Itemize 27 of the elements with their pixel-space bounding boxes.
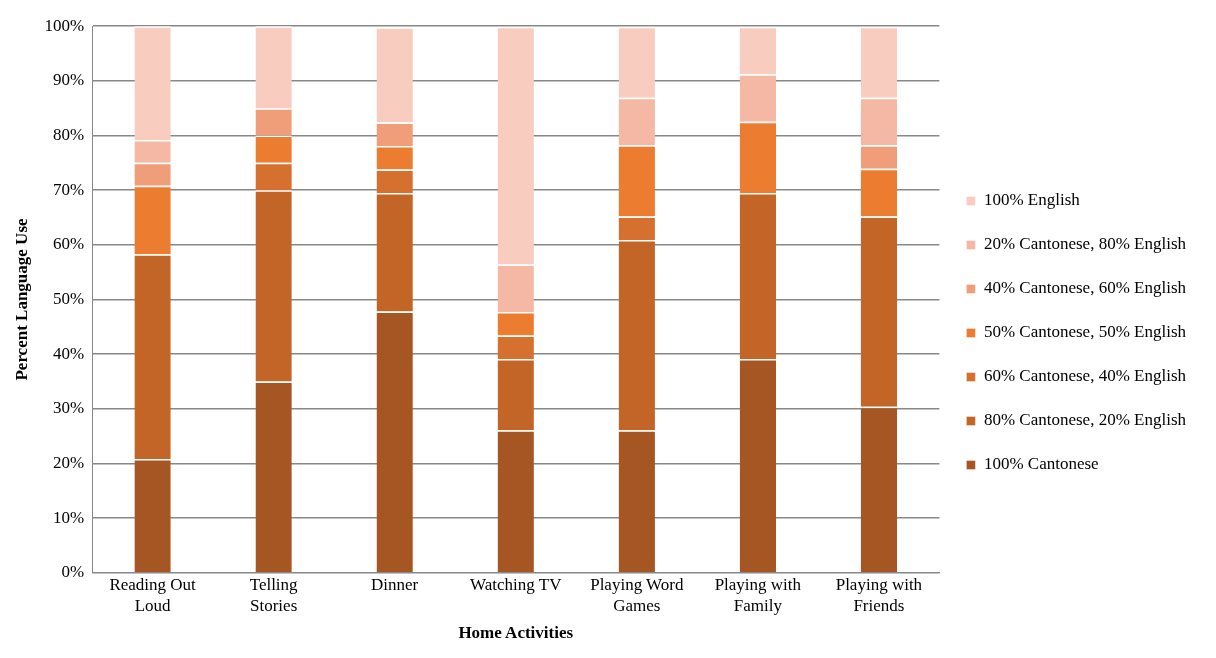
x-tick-label: Playing Word Games — [590, 575, 684, 615]
x-tick-label: Dinner — [371, 575, 419, 595]
x-axis-title: Home Activities — [458, 623, 574, 643]
y-tick-label: 70% — [52, 179, 85, 199]
y-tick-label: 20% — [52, 452, 85, 472]
y-tick-label: 80% — [52, 124, 85, 144]
y-tick-label: 40% — [52, 343, 85, 363]
x-tick-label: Playing with Friends — [835, 575, 923, 615]
legend-label: 60% Cantonese, 40% English — [983, 366, 1187, 386]
y-axis-title: Percent Language Use — [11, 217, 31, 381]
y-tick-label: 10% — [52, 507, 85, 527]
legend-label: 100% Cantonese — [983, 454, 1099, 474]
y-tick-label: 50% — [52, 288, 85, 308]
legend-label: 100% English — [983, 190, 1081, 210]
x-tick-label: Watching TV — [470, 575, 563, 595]
legend-label: 40% Cantonese, 60% English — [983, 278, 1187, 298]
y-tick-label: 90% — [52, 70, 85, 90]
legend-label: 20% Cantonese, 80% English — [983, 234, 1187, 254]
legend-label: 50% Cantonese, 50% English — [983, 322, 1187, 342]
y-tick-label: 0% — [61, 562, 85, 582]
y-tick-label: 30% — [52, 398, 85, 418]
legend-label: 80% Cantonese, 20% English — [983, 410, 1187, 430]
x-tick-label: Playing with Family — [714, 575, 802, 615]
x-tick-label: Telling Stories — [249, 575, 299, 615]
y-tick-label: 60% — [52, 234, 85, 254]
x-tick-label: Reading Out Loud — [109, 575, 197, 615]
y-tick-label: 100% — [44, 15, 85, 35]
